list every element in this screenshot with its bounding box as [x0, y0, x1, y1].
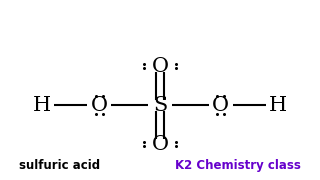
- Text: O: O: [212, 96, 229, 115]
- Text: H: H: [269, 96, 287, 115]
- Text: Lewis dot  structure of sulfuric acid: Lewis dot structure of sulfuric acid: [37, 12, 283, 24]
- Text: S: S: [153, 96, 167, 115]
- Text: H: H: [33, 96, 51, 115]
- Text: O: O: [151, 134, 169, 154]
- Text: O: O: [151, 57, 169, 76]
- Text: O: O: [91, 96, 108, 115]
- Text: sulfuric acid: sulfuric acid: [19, 159, 100, 172]
- Text: K2 Chemistry class: K2 Chemistry class: [175, 159, 301, 172]
